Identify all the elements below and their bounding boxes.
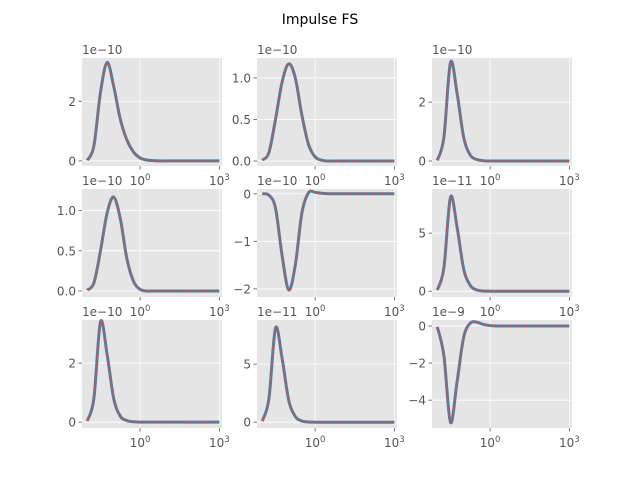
y-tick-label: 0 bbox=[243, 416, 251, 430]
axes-background bbox=[82, 320, 222, 428]
axes-background bbox=[432, 320, 572, 428]
series-line-dashed bbox=[262, 190, 395, 291]
series-line-dashed bbox=[261, 326, 395, 423]
y-tick-label: −2 bbox=[233, 282, 251, 296]
x-tick-label: 100 bbox=[480, 173, 501, 188]
y-multiplier-label: 1e−9 bbox=[432, 305, 465, 319]
x-tick-label: 103 bbox=[384, 304, 405, 319]
x-tick-label: 103 bbox=[384, 435, 405, 450]
x-tick-label: 100 bbox=[305, 435, 326, 450]
x-tick-label: 103 bbox=[209, 435, 230, 450]
y-tick-label: 0 bbox=[418, 154, 426, 168]
subplot-1: 100 103 0 2 1e−10 bbox=[68, 43, 229, 188]
series-line-dashed bbox=[86, 196, 220, 292]
y-tick-label: 5 bbox=[418, 227, 426, 241]
y-multiplier-label: 1e−11 bbox=[432, 174, 472, 188]
x-tick-label: 100 bbox=[130, 435, 151, 450]
y-tick-label: 2 bbox=[418, 96, 426, 110]
y-multiplier-label: 1e−10 bbox=[257, 174, 297, 188]
subplot-4: 100 103 0.0 0.5 1.0 1e−10 bbox=[57, 174, 230, 319]
x-tick-label: 103 bbox=[209, 173, 230, 188]
y-tick-label: 0 bbox=[243, 187, 251, 201]
x-tick-label: 100 bbox=[130, 304, 151, 319]
x-tick-label: 103 bbox=[559, 173, 580, 188]
subplot-8: 100 103 0 5 1e−11 bbox=[243, 305, 404, 450]
y-tick-label: 1.0 bbox=[232, 71, 251, 85]
y-tick-label: 1.0 bbox=[57, 204, 76, 218]
axes-background bbox=[257, 189, 397, 297]
x-tick-label: 100 bbox=[480, 304, 501, 319]
series-line-dashed bbox=[86, 61, 220, 162]
series-line-dashed bbox=[436, 195, 570, 292]
y-tick-label: 0 bbox=[68, 416, 76, 430]
axes-background bbox=[257, 58, 397, 166]
y-tick-label: 0 bbox=[418, 285, 426, 299]
x-tick-label: 103 bbox=[559, 435, 580, 450]
y-tick-label: −4 bbox=[408, 394, 426, 408]
y-tick-label: −1 bbox=[233, 235, 251, 249]
subplot-6: 100 103 0 5 1e−11 bbox=[418, 174, 579, 319]
chart-title: Impulse FS bbox=[282, 12, 359, 28]
subplot-2: 100 103 0.0 0.5 1.0 1e−10 bbox=[232, 43, 405, 188]
axes-background bbox=[82, 189, 222, 297]
series-line-dashed bbox=[261, 63, 395, 162]
y-multiplier-label: 1e−10 bbox=[82, 305, 122, 319]
x-tick-label: 100 bbox=[305, 304, 326, 319]
y-multiplier-label: 1e−10 bbox=[257, 43, 297, 57]
x-tick-label: 100 bbox=[480, 435, 501, 450]
series-line-dashed bbox=[436, 60, 570, 162]
x-tick-label: 103 bbox=[209, 304, 230, 319]
subplot-7: 100 103 0 2 1e−10 bbox=[68, 305, 229, 450]
x-tick-label: 103 bbox=[384, 173, 405, 188]
y-tick-label: 2 bbox=[68, 357, 76, 371]
y-tick-label: 0.5 bbox=[57, 244, 76, 258]
y-tick-label: −2 bbox=[408, 357, 426, 371]
y-tick-label: 0.5 bbox=[232, 113, 251, 127]
y-tick-label: 0.0 bbox=[57, 284, 76, 298]
subplot-5: 100 103 0 −1 −2 1e−10 bbox=[233, 174, 404, 319]
subplot-3: 100 103 0 2 1e−10 bbox=[418, 43, 579, 188]
y-tick-label: 0 bbox=[418, 319, 426, 333]
y-multiplier-label: 1e−10 bbox=[82, 43, 122, 57]
y-multiplier-label: 1e−10 bbox=[82, 174, 122, 188]
y-tick-label: 0.0 bbox=[232, 155, 251, 169]
x-tick-label: 100 bbox=[130, 173, 151, 188]
series-line-dashed bbox=[86, 319, 220, 423]
y-tick-label: 2 bbox=[68, 95, 76, 109]
x-tick-label: 100 bbox=[305, 173, 326, 188]
y-multiplier-label: 1e−11 bbox=[257, 305, 297, 319]
y-multiplier-label: 1e−10 bbox=[432, 43, 472, 57]
subplot-9: 100 103 0 −2 −4 1e−9 bbox=[408, 305, 579, 450]
y-tick-label: 0 bbox=[68, 154, 76, 168]
x-tick-label: 103 bbox=[559, 304, 580, 319]
axes-background bbox=[82, 58, 222, 166]
series-line-dashed bbox=[436, 320, 570, 424]
y-tick-label: 5 bbox=[243, 358, 251, 372]
